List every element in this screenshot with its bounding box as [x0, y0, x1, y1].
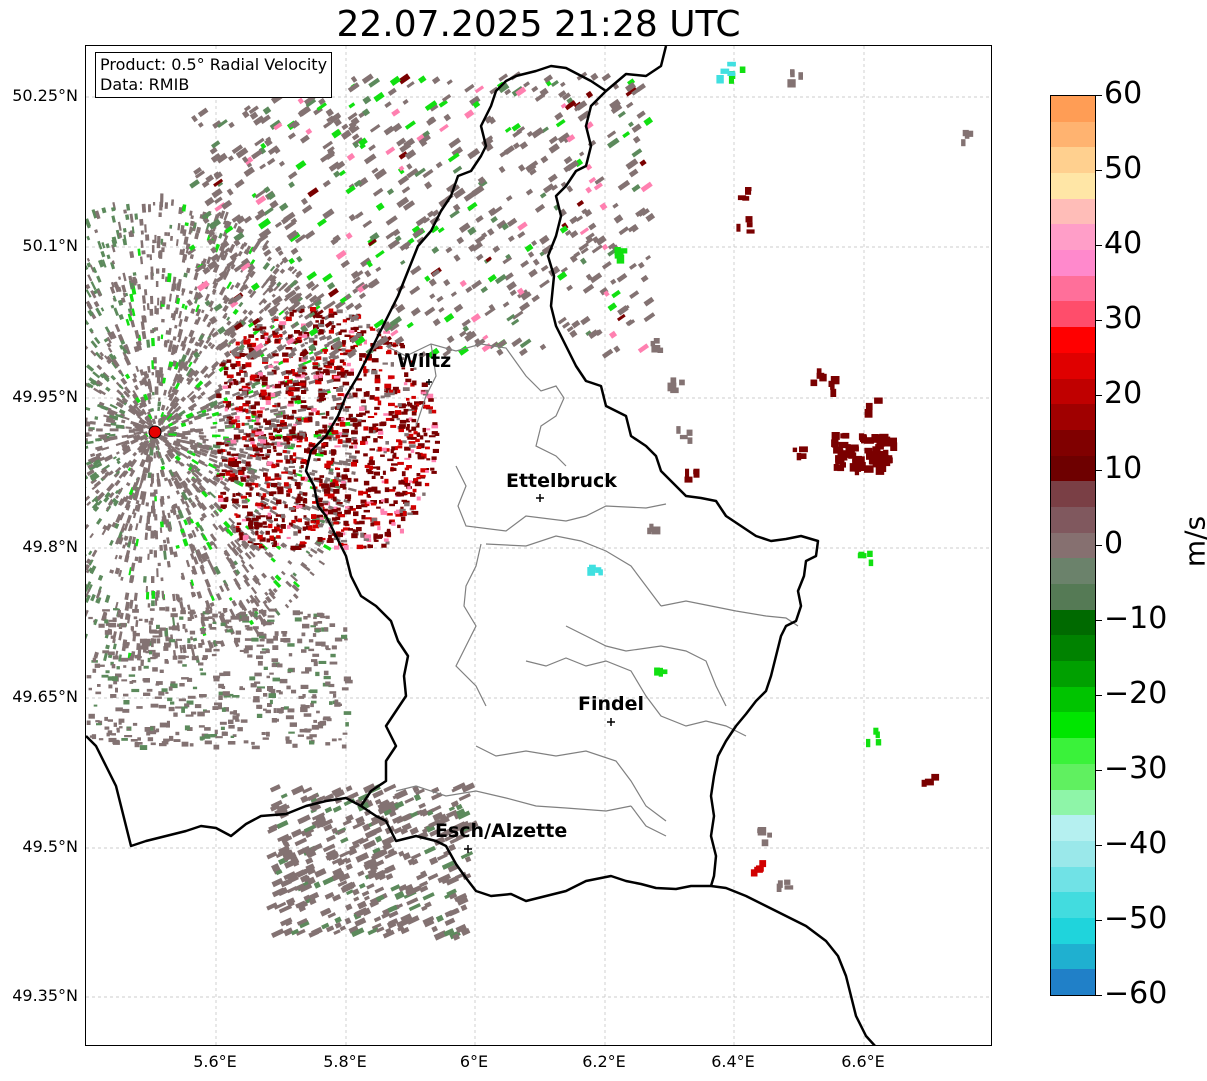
colorbar-tick-mark [1096, 620, 1102, 621]
colorbar-band [1051, 969, 1095, 995]
lon-label-6: 6°E [459, 1052, 489, 1071]
colorbar-tick-label: −10 [1104, 601, 1168, 636]
colorbar-band [1051, 635, 1095, 663]
lat-label-49-65: 49.65°N [12, 687, 78, 706]
colorbar-band [1051, 198, 1095, 226]
colorbar-band [1051, 301, 1095, 329]
colorbar-band [1051, 609, 1095, 637]
lat-label-49-5: 49.5°N [22, 837, 78, 856]
colorbar-band [1051, 404, 1095, 431]
city-markers [426, 379, 615, 853]
colorbar-band [1051, 738, 1095, 765]
colorbar-band [1051, 121, 1095, 149]
colorbar-band [1051, 378, 1095, 406]
colorbar-band [1051, 558, 1095, 585]
colorbar-band [1051, 429, 1095, 457]
map-title: 22.07.2025 21:28 UTC [336, 4, 741, 45]
lat-label-49-95: 49.95°N [12, 387, 78, 406]
colorbar-band [1051, 789, 1095, 817]
colorbar-tick-label: 40 [1104, 226, 1143, 261]
colorbar-band [1051, 455, 1095, 483]
lon-label-6-2: 6.2°E [582, 1052, 626, 1071]
colorbar-band [1051, 481, 1095, 508]
radar-echoes [86, 61, 974, 941]
city-label-esch-alzette: Esch/Alzette [435, 820, 568, 842]
colorbar-band [1051, 506, 1095, 534]
lon-label-6-4: 6.4°E [711, 1052, 755, 1071]
colorbar-band [1051, 584, 1095, 611]
lat-label-50-25: 50.25°N [12, 86, 78, 105]
colorbar-tick-label: −30 [1104, 751, 1168, 786]
colorbar-tick-label: 20 [1104, 376, 1143, 411]
national-borders [86, 46, 876, 1045]
colorbar-band [1051, 327, 1095, 354]
colorbar-tick-mark [1096, 920, 1102, 921]
colorbar-tick-label: −50 [1104, 901, 1168, 936]
lon-label-5-8: 5.8°E [323, 1052, 367, 1071]
colorbar-tick-mark [1096, 545, 1102, 546]
product-info-box: Product: 0.5° Radial Velocity Data: RMIB [95, 52, 333, 98]
colorbar-tick-mark [1096, 170, 1102, 171]
colorbar-tick-label: 50 [1104, 151, 1143, 186]
lon-label-6-6: 6.6°E [841, 1052, 885, 1071]
colorbar-band [1051, 686, 1095, 714]
colorbar-band [1051, 712, 1095, 740]
colorbar-band [1051, 763, 1095, 791]
city-label-ettelbruck: Ettelbruck [506, 470, 617, 492]
colorbar-band [1051, 147, 1095, 175]
colorbar-band [1051, 532, 1095, 560]
colorbar-tick-mark [1096, 770, 1102, 771]
colorbar-tick-label: 60 [1104, 76, 1143, 111]
colorbar-band [1051, 250, 1095, 277]
colorbar-tick-label: −60 [1104, 976, 1168, 1011]
colorbar-tick-mark [1096, 95, 1102, 96]
colorbar-unit: m/s [1178, 515, 1207, 568]
radar-map[interactable] [85, 45, 992, 1046]
colorbar-band [1051, 917, 1095, 945]
graticule-grid [86, 46, 991, 1045]
colorbar-band [1051, 275, 1095, 303]
city-label-wiltz: Wiltz [397, 350, 452, 372]
colorbar-tick-mark [1096, 320, 1102, 321]
colorbar-band [1051, 866, 1095, 894]
lon-label-5-6: 5.6°E [193, 1052, 237, 1071]
canton-boundaries [385, 343, 799, 837]
data-source-label: Data: RMIB [100, 75, 190, 94]
colorbar-tick-mark [1096, 245, 1102, 246]
colorbar-tick-label: 0 [1104, 526, 1124, 561]
colorbar-tick-mark [1096, 395, 1102, 396]
colorbar-tick-mark [1096, 695, 1102, 696]
colorbar-tick-mark [1096, 470, 1102, 471]
colorbar-tick-label: −20 [1104, 676, 1168, 711]
colorbar-band [1051, 661, 1095, 688]
radar-site-marker [148, 425, 162, 439]
colorbar-band [1051, 840, 1095, 868]
colorbar-band [1051, 943, 1095, 971]
velocity-colorbar [1050, 95, 1096, 996]
colorbar-tick-label: 10 [1104, 451, 1143, 486]
lat-label-50-1: 50.1°N [22, 236, 78, 255]
lat-label-49-35: 49.35°N [12, 986, 78, 1005]
city-label-findel: Findel [578, 693, 645, 715]
colorbar-band [1051, 352, 1095, 380]
colorbar-band [1051, 892, 1095, 919]
colorbar-tick-mark [1096, 995, 1102, 996]
colorbar-tick-label: −40 [1104, 826, 1168, 861]
colorbar-tick-mark [1096, 845, 1102, 846]
colorbar-tick-label: 30 [1104, 301, 1143, 336]
product-label: Product: 0.5° Radial Velocity [100, 55, 328, 74]
colorbar-band [1051, 224, 1095, 252]
colorbar-band [1051, 173, 1095, 200]
colorbar-band [1051, 815, 1095, 842]
lat-label-49-8: 49.8°N [22, 537, 78, 556]
colorbar-band [1051, 96, 1095, 123]
